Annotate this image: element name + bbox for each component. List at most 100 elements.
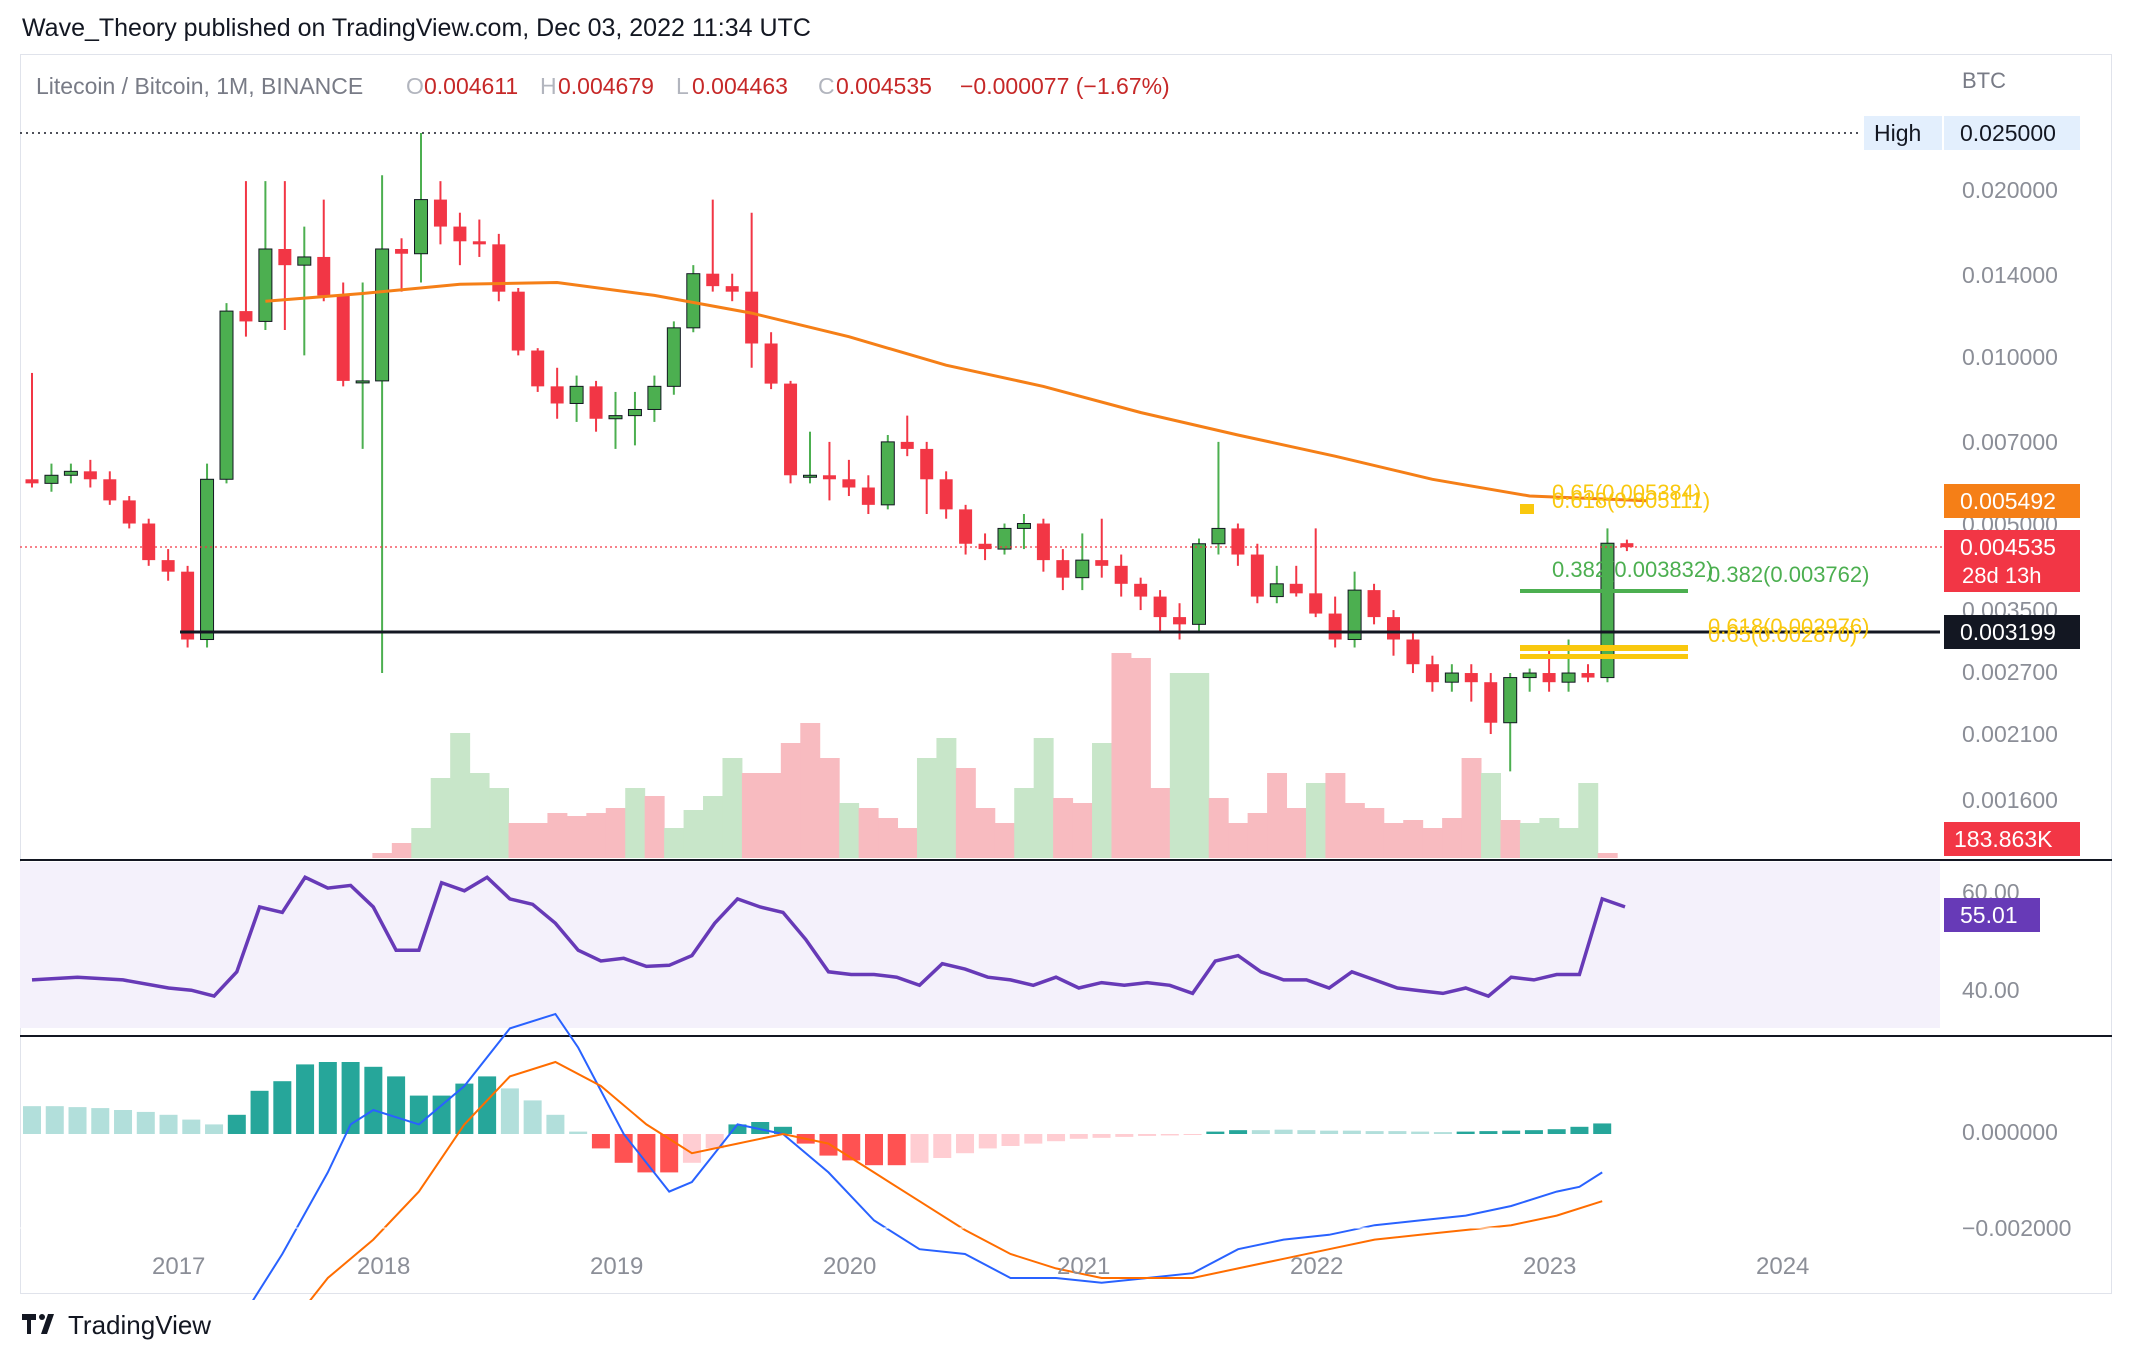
macd-hist-bar <box>250 1090 269 1134</box>
publisher-line: Wave_Theory published on TradingView.com… <box>22 14 811 42</box>
macd-hist-bar <box>91 1108 110 1134</box>
volume-bar <box>1150 788 1171 858</box>
candle-body <box>764 343 778 384</box>
volume-bar <box>897 828 918 858</box>
candle-body <box>1192 543 1206 625</box>
candle-body <box>1542 673 1556 683</box>
x-tick: 2020 <box>823 1253 876 1280</box>
volume-bar <box>878 818 899 858</box>
candle-body <box>453 226 467 242</box>
macd-hist-bar <box>1069 1134 1088 1139</box>
volume-bar <box>1092 743 1112 858</box>
x-tick: 2023 <box>1523 1253 1576 1280</box>
volume-bar <box>780 743 801 858</box>
volume-bar <box>1422 828 1443 858</box>
macd-hist-bar <box>1138 1134 1157 1136</box>
volume-bar <box>1500 820 1521 858</box>
volume-bar <box>625 788 646 858</box>
rsi-value: 55.01 <box>1960 902 2018 928</box>
candle-body <box>317 256 331 296</box>
candle-body <box>959 509 973 544</box>
macd-hist-bar <box>1524 1130 1543 1134</box>
candle-body <box>608 415 623 420</box>
macd-hist-bar <box>887 1134 906 1166</box>
volume-bar <box>566 816 587 858</box>
macd-hist-bar <box>1274 1129 1293 1134</box>
x-tick: 2021 <box>1057 1253 1110 1280</box>
macd-hist-bar <box>910 1134 929 1163</box>
volume-bar <box>586 813 607 858</box>
volume-bar <box>1208 798 1229 858</box>
rsi-tick: 40.00 <box>1962 977 2020 1003</box>
candle-body <box>1600 542 1615 679</box>
volume-bar <box>722 758 743 858</box>
candle-body <box>103 479 117 501</box>
x-tick: 2024 <box>1756 1253 1809 1280</box>
volume-bar <box>469 773 490 858</box>
macd-hist-bar <box>1001 1134 1020 1146</box>
rsi-pane-bg <box>20 862 1940 1028</box>
macd-hist-bar <box>1160 1134 1179 1136</box>
volume-bar <box>916 758 937 858</box>
price-tag-bg <box>1944 530 2080 592</box>
candle-body <box>550 386 564 404</box>
candle-body <box>842 479 856 488</box>
volume-bar <box>372 853 393 858</box>
candle-body <box>920 448 934 480</box>
macd-hist-bar <box>1092 1134 1111 1138</box>
candle-body <box>414 199 428 255</box>
axis-currency: BTC <box>1962 68 2006 93</box>
macd-hist-bar <box>682 1134 701 1163</box>
macd-hist-bar <box>569 1131 588 1134</box>
macd-hist-bar <box>136 1111 155 1134</box>
support-value-bg <box>1944 615 2080 649</box>
macd-hist-bar <box>409 1095 428 1134</box>
volume-bar <box>508 823 529 858</box>
volume-bar <box>1169 673 1190 858</box>
macd-hist-bar <box>1206 1131 1225 1134</box>
macd-hist-bar <box>660 1134 679 1173</box>
macd-hist-bar <box>1570 1126 1589 1134</box>
macd-hist-bar <box>1047 1134 1066 1142</box>
rsi-line <box>31 875 1626 999</box>
legend-h-value: 0.004679 <box>558 73 654 99</box>
volume-bar <box>1111 653 1132 858</box>
candle-body <box>355 380 370 384</box>
macd-hist-bar <box>45 1106 64 1134</box>
candle-body <box>63 470 78 476</box>
candle-body <box>880 441 895 506</box>
candle-body <box>1367 590 1381 618</box>
macd-hist-bar <box>1502 1130 1521 1134</box>
volume-bar <box>1442 818 1463 858</box>
candle-body <box>278 248 292 266</box>
price-chart[interactable]: Litecoin / Bitcoin, 1M, BINANCE O 0.0046… <box>0 0 2132 1300</box>
volume-bar <box>741 773 762 858</box>
volume-bar <box>1053 798 1074 858</box>
moving-average-line <box>265 280 1647 503</box>
footer-brand[interactable]: TradingView <box>22 1310 211 1341</box>
candle-body <box>666 327 681 387</box>
macd-tick: −0.002000 <box>1962 1215 2071 1241</box>
volume-bar <box>391 843 412 858</box>
macd-hist-bar <box>773 1126 792 1134</box>
candle-body <box>433 199 447 227</box>
volume-bar <box>1539 818 1560 858</box>
candle-body <box>627 408 642 417</box>
candle-body <box>511 291 525 351</box>
volume-bar <box>1383 823 1404 858</box>
volume-bar <box>1481 773 1501 858</box>
candle-body <box>997 527 1012 550</box>
macd-hist-bar <box>68 1107 87 1134</box>
candle-body <box>1134 583 1148 597</box>
legend-change: −0.000077 (−1.67%) <box>960 73 1170 99</box>
x-tick: 2017 <box>152 1253 205 1280</box>
ma-value-bg <box>1944 484 2080 518</box>
volume-bar <box>703 796 723 858</box>
volume-bar <box>411 828 432 858</box>
legend-c-value: 0.004535 <box>836 73 932 99</box>
legend-o-value: 0.004611 <box>424 73 518 99</box>
macd-hist-bar <box>114 1110 133 1134</box>
candle-body <box>1269 583 1284 598</box>
volume-bar <box>1072 803 1093 858</box>
volume-bar <box>450 733 471 858</box>
